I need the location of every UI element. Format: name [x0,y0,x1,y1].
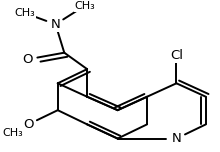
Text: CH₃: CH₃ [2,128,23,138]
Text: CH₃: CH₃ [15,8,35,18]
Text: O: O [23,118,34,131]
Text: Cl: Cl [170,49,183,62]
Text: O: O [22,53,33,66]
Text: N: N [51,18,60,31]
Text: CH₃: CH₃ [75,1,95,11]
Text: N: N [172,132,181,145]
